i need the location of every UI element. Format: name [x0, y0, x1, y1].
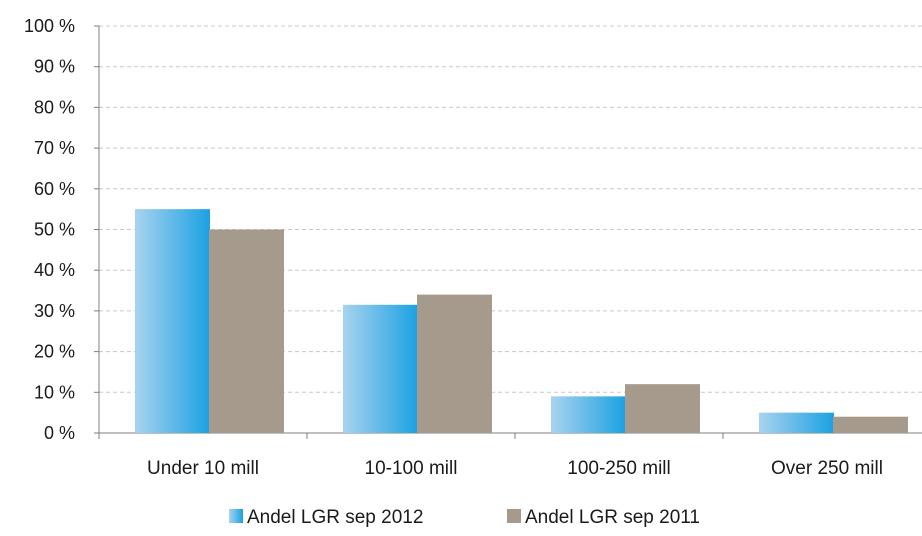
y-axis-tick-labels: 0 % 10 % 20 % 30 % 40 % 50 % 60 % 70 % 80 % 90 % 1…: [24, 16, 75, 443]
y-tick-label: 50 %: [34, 220, 75, 240]
bar-series-2011: [209, 229, 284, 433]
y-tick-label: 0 %: [44, 423, 75, 443]
y-tick-label: 100 %: [24, 16, 75, 36]
bar-series-2012: [135, 209, 210, 433]
bar-series-2011: [625, 384, 700, 433]
legend-swatch: [229, 509, 243, 523]
legend-label: Andel LGR sep 2012: [247, 507, 423, 528]
y-tick-label: 90 %: [34, 57, 75, 77]
x-category-label: Over 250 mill: [771, 458, 883, 479]
bar-series-2011: [417, 294, 492, 433]
x-axis-category-labels: Under 10 mill 10-100 mill 100-250 mill Over…: [147, 458, 883, 479]
bar-series-2012: [343, 304, 418, 433]
y-tick-label: 40 %: [34, 260, 75, 280]
bar-series-2011: [833, 416, 908, 433]
y-tick-label: 10 %: [34, 382, 75, 402]
y-tick-label: 60 %: [34, 179, 75, 199]
legend-swatch: [507, 509, 521, 523]
y-tick-label: 20 %: [34, 342, 75, 362]
y-tick-label: 30 %: [34, 301, 75, 321]
bar-series-2012: [551, 396, 626, 433]
y-tick-label: 80 %: [34, 97, 75, 117]
x-category-label: 100-250 mill: [567, 458, 671, 479]
legend-label: Andel LGR sep 2011: [525, 507, 700, 528]
x-category-label: Under 10 mill: [147, 458, 259, 479]
x-category-label: 10-100 mill: [365, 458, 458, 479]
y-tick-label: 70 %: [34, 138, 75, 158]
bar-series-2012: [759, 412, 834, 433]
legend: Andel LGR sep 2012 Andel LGR sep 2011: [229, 507, 700, 528]
bars: [135, 209, 908, 433]
